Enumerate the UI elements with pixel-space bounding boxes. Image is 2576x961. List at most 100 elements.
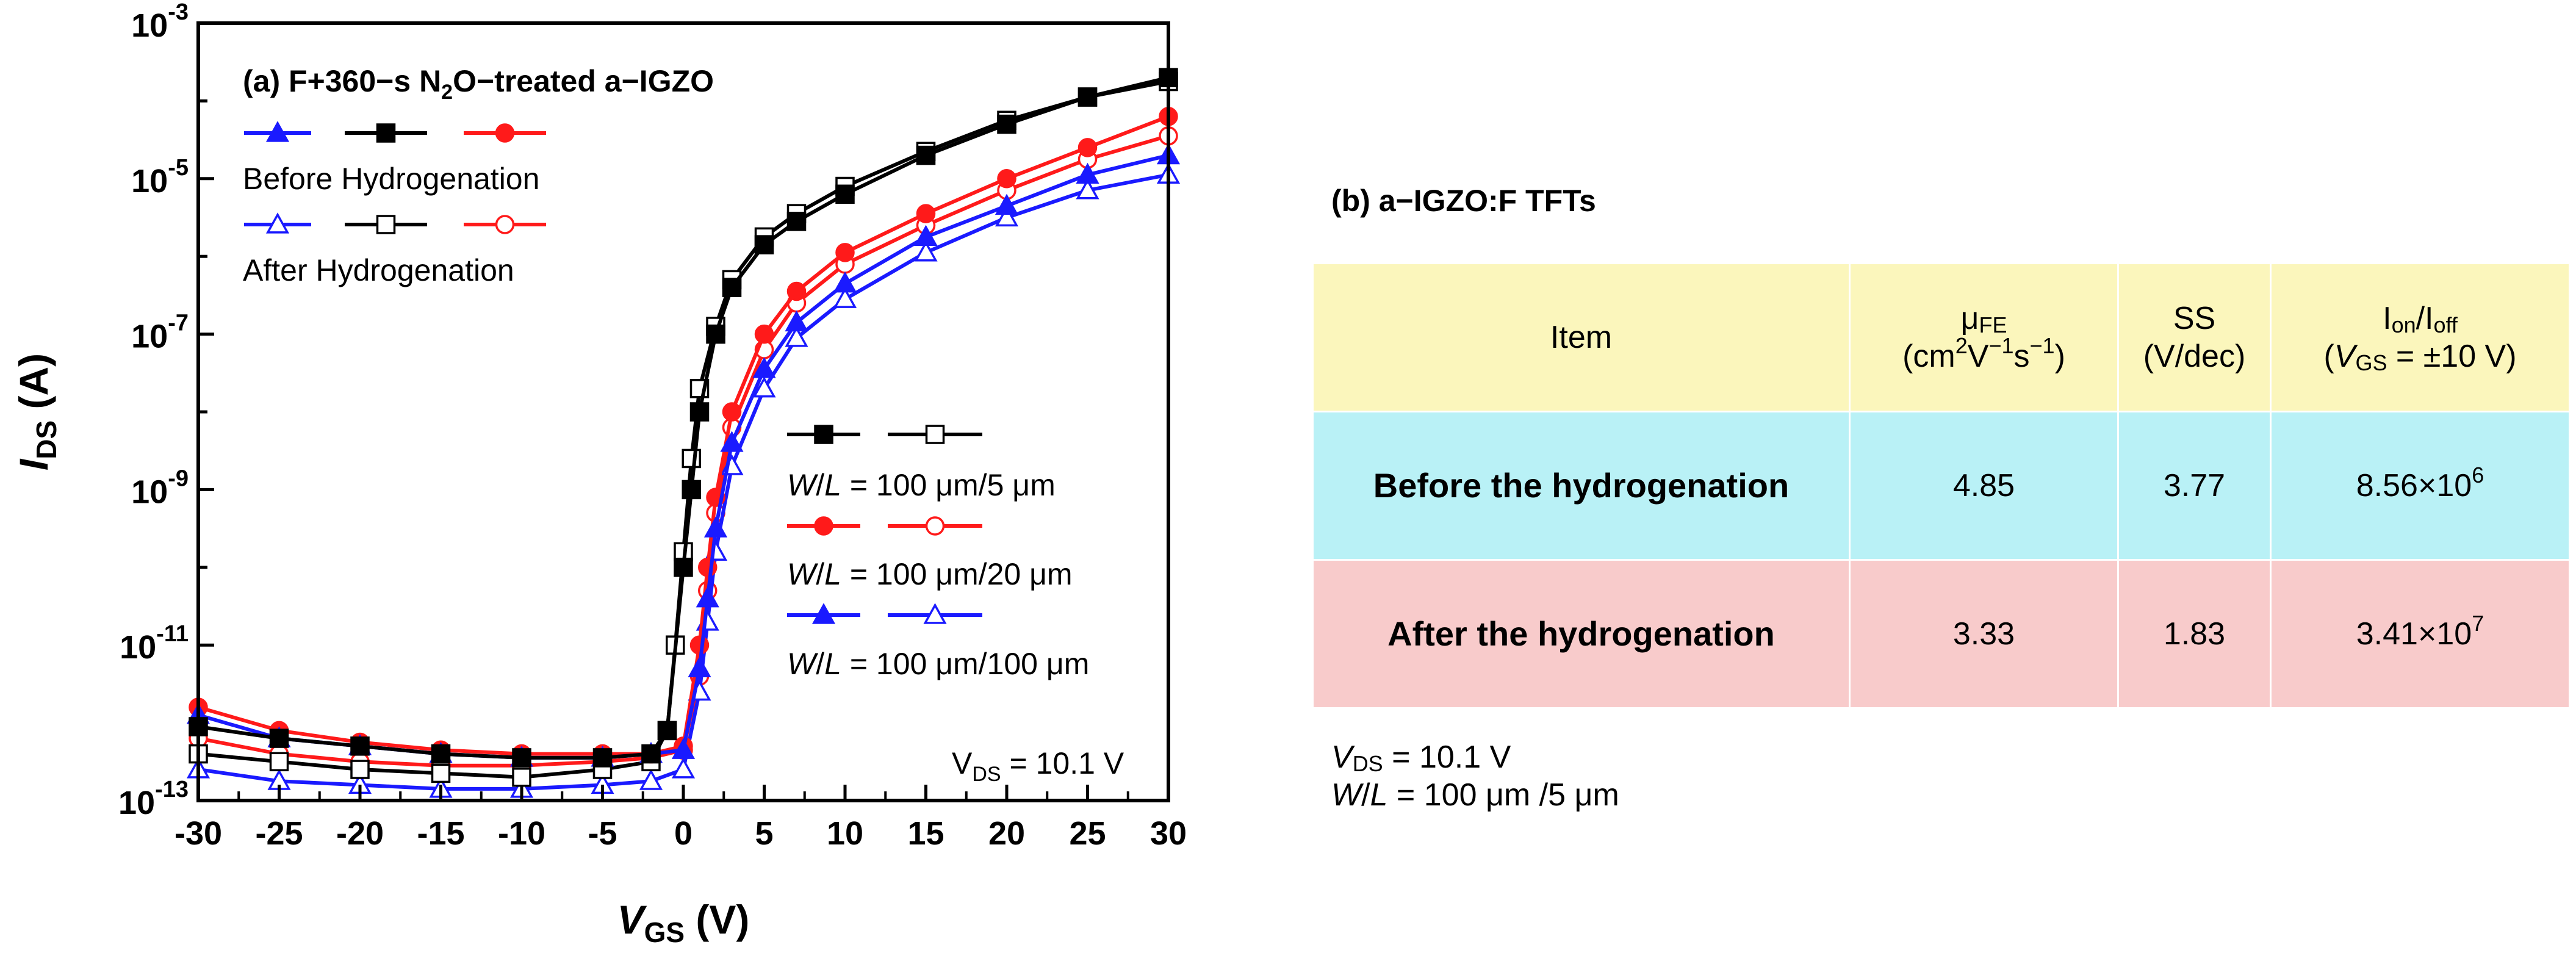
cell-ss: 1.83	[2117, 559, 2272, 709]
legend-marker	[814, 425, 833, 444]
x-axis-subscript: GS	[644, 916, 685, 948]
legend-after-samples	[244, 212, 546, 234]
row-label: Before the hydrogenation	[1312, 411, 1851, 561]
wl-note: W/L = 100 μm /5 μm	[1331, 777, 1619, 813]
vds-symbol: V	[952, 746, 973, 780]
y-tick-label: 10-3	[131, 0, 189, 44]
x-tick-label: 30	[1150, 815, 1187, 852]
header-mobility: μFE (cm2V−1s−1)	[1849, 262, 2119, 412]
wl-l: L	[824, 647, 841, 681]
data-point	[785, 326, 808, 347]
y-tick-exponent: -13	[155, 777, 189, 802]
y-tick-exponent: -3	[168, 0, 189, 25]
x-tick-label: 20	[988, 815, 1025, 852]
chart-legend: (a) F+360−s N2O−treated a−IGZO Before Hyd…	[243, 64, 1124, 786]
chart-title: (a) F+360−s N2O−treated a−IGZO	[243, 64, 714, 104]
y-tick-base: 10	[131, 473, 168, 510]
data-point	[592, 748, 613, 768]
x-tick-label: -10	[498, 815, 545, 852]
legend-marker	[265, 121, 290, 142]
chart-title-suffix: O−treated a−IGZO	[453, 64, 714, 98]
wl-rest: = 100 μm/100 μm	[841, 647, 1089, 681]
wl-w: W	[787, 647, 819, 681]
data-point	[1078, 87, 1098, 107]
chart-title-prefix: (a) F+360−s N	[243, 64, 441, 98]
data-point	[431, 744, 451, 764]
y-tick-label: 10-11	[120, 621, 189, 666]
data-point	[682, 448, 701, 469]
data-point	[720, 431, 744, 452]
y-tick-exponent: -11	[156, 621, 189, 647]
data-point	[995, 205, 1019, 227]
data-point	[754, 324, 774, 344]
legend-marker	[376, 215, 396, 234]
data-point	[997, 114, 1016, 134]
x-axis-title: VGS (V)	[617, 897, 750, 948]
header-on-off-ratio: Ion/Ioff (VGS = ±10 V)	[2270, 262, 2571, 412]
data-point	[696, 586, 719, 608]
legend-marker	[925, 425, 945, 444]
data-point	[1076, 162, 1099, 184]
data-point	[689, 635, 710, 655]
wl-slash: /	[816, 468, 824, 502]
data-point	[641, 744, 661, 764]
data-point	[835, 184, 855, 204]
y-tick-exponent: -7	[168, 311, 189, 336]
x-tick-label: -30	[174, 815, 222, 852]
y-tick-label: 10-7	[131, 311, 189, 355]
data-point	[722, 402, 742, 422]
series-line	[198, 76, 1169, 760]
data-point	[786, 281, 807, 301]
wl-rest: = 100 μm/20 μm	[841, 557, 1073, 591]
y-tick-base: 10	[131, 163, 168, 200]
data-point	[995, 193, 1019, 215]
y-tick-label: 10-9	[131, 466, 189, 510]
data-point	[682, 480, 701, 500]
y-axis-unit: (A)	[11, 353, 56, 420]
header-ss: SS (V/dec)	[2117, 262, 2272, 412]
legend-wl-label: W/L = 100 μm/5 μm	[787, 468, 1056, 502]
data-point	[916, 145, 936, 165]
data-point	[916, 204, 936, 223]
y-tick-base: 10	[131, 319, 168, 355]
data-point	[671, 738, 696, 759]
cell-mobility: 4.85	[1849, 411, 2119, 561]
legend-marker	[376, 123, 396, 143]
y-tick-base: 10	[131, 7, 168, 44]
table-title: (b) a−IGZO:F TFTs	[1331, 184, 1596, 218]
x-tick-label: 25	[1069, 815, 1106, 852]
data-point	[269, 729, 289, 748]
wl-rest: = 100 μm/5 μm	[841, 468, 1056, 502]
table-header-row: Item μFE (cm2V−1s−1) SS (V/dec) Ion/Ioff …	[1312, 262, 2571, 412]
cell-ss: 3.77	[2117, 411, 2272, 561]
plot-frame	[196, 21, 1170, 802]
vds-annotation: VDS = 10.1 V	[952, 746, 1124, 786]
data-point	[997, 169, 1016, 189]
legend-marker	[811, 603, 836, 624]
y-axis-symbol: I	[11, 458, 56, 470]
data-point	[512, 748, 531, 768]
x-tick-label: -20	[336, 815, 384, 852]
legend-marker	[265, 212, 290, 234]
legend-wl-samples	[787, 516, 982, 536]
row-label: After the hydrogenation	[1312, 559, 1851, 709]
data-point	[639, 769, 663, 790]
cell-on-off-ratio: 8.56×106	[2270, 411, 2571, 561]
legend-marker	[925, 516, 945, 536]
y-tick-label: 10-5	[131, 155, 189, 200]
iv-chart: (a) F+360−s N2O−treated a−IGZO Before Hyd…	[11, 0, 1187, 948]
cell-mobility: 3.33	[1849, 559, 2119, 709]
data-point	[689, 402, 710, 422]
legend-before-label: Before Hydrogenation	[243, 162, 539, 196]
data-point	[1078, 138, 1098, 157]
y-tick-exponent: -5	[168, 155, 189, 181]
chart-title-subscript: 2	[441, 81, 453, 104]
x-tick-label: 0	[674, 815, 693, 852]
cell-on-off-ratio: 3.41×107	[2270, 559, 2571, 709]
legend-marker	[923, 603, 947, 624]
legend-wl-samples	[787, 603, 982, 624]
vds-note: VDS = 10.1 V	[1331, 740, 1511, 776]
x-tick-label: -15	[417, 815, 464, 852]
vds-subscript: DS	[972, 763, 1001, 786]
